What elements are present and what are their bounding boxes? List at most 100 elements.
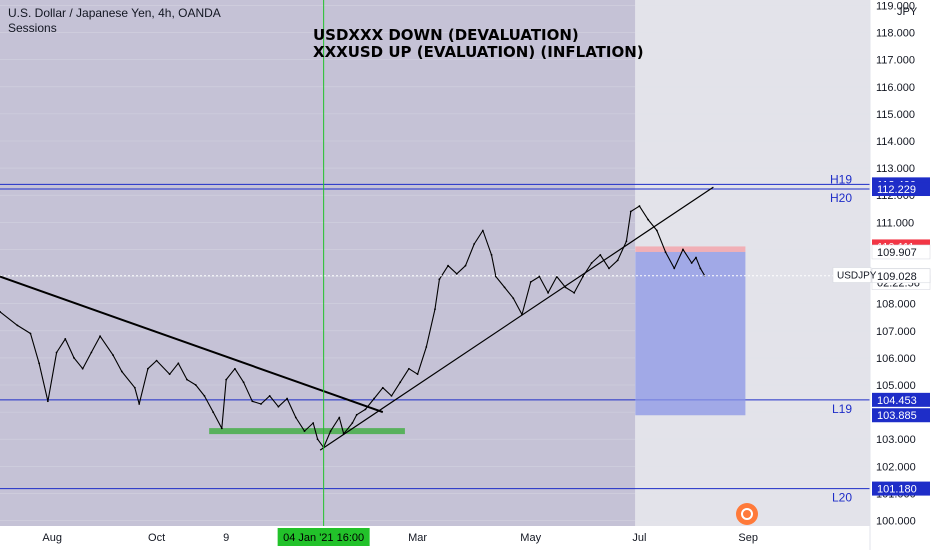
y-tick-label: 105.000	[876, 380, 916, 392]
price-point	[625, 240, 628, 243]
price-point	[220, 427, 223, 430]
time-axis-panel[interactable]	[0, 526, 870, 550]
trendline-2[interactable]	[319, 186, 714, 451]
annotation-line-2: XXXUSD UP (EVALUATION) (INFLATION)	[313, 43, 644, 61]
price-point	[655, 229, 658, 232]
symbol-tag: USDJPY	[837, 271, 877, 282]
price-point	[99, 335, 101, 338]
price-point	[547, 291, 549, 294]
price-point	[573, 291, 576, 294]
cursor-time-label: 04 Jan '21 16:00	[283, 532, 364, 544]
price-point	[133, 386, 136, 389]
y-tick-label: 103.000	[876, 434, 916, 446]
price-point	[616, 259, 619, 262]
x-tick-label: Aug	[42, 532, 62, 544]
price-point	[212, 411, 215, 414]
price-point	[381, 386, 384, 389]
trendline-1[interactable]	[0, 275, 384, 414]
price-point	[629, 210, 632, 213]
x-tick-label: 9	[223, 532, 229, 544]
price-point	[268, 394, 271, 397]
price-point	[455, 272, 458, 275]
take-profit-zone[interactable]	[635, 251, 746, 416]
price-point	[138, 403, 141, 405]
price-point	[0, 310, 1, 313]
x-tick-label: Mar	[408, 532, 427, 544]
price-label: 101.180	[877, 484, 917, 496]
price-point	[147, 367, 149, 370]
price-point	[155, 359, 158, 362]
price-point	[464, 264, 467, 267]
price-point	[647, 218, 650, 221]
price-point	[312, 422, 315, 424]
y-tick-label: 111.000	[876, 217, 914, 229]
y-tick-label: 117.000	[876, 55, 915, 67]
price-point	[64, 338, 67, 340]
price-label: 104.453	[877, 395, 917, 407]
price-point	[638, 205, 641, 207]
price-label-bg	[872, 182, 930, 197]
replay-logo-icon	[741, 508, 753, 520]
support-zone	[209, 428, 405, 435]
price-point	[538, 275, 541, 278]
price-point	[177, 362, 180, 365]
price-point	[73, 356, 75, 359]
stop-loss-zone[interactable]	[635, 246, 746, 252]
price-point	[194, 384, 197, 386]
indicator-label: Sessions	[8, 21, 57, 35]
price-point	[416, 373, 419, 376]
price-point	[529, 281, 532, 283]
price-point	[690, 262, 693, 264]
y-tick-label: 116.000	[876, 82, 915, 94]
price-point	[242, 381, 245, 384]
price-point	[286, 397, 288, 400]
price-point	[55, 351, 58, 354]
cursor-time-label-bg	[277, 528, 370, 546]
x-tick-label: May	[520, 532, 541, 544]
price-label-bg	[872, 481, 930, 496]
price-point	[90, 351, 93, 354]
price-point	[590, 262, 593, 264]
price-point	[512, 297, 515, 300]
price-point	[16, 324, 19, 327]
price-point	[329, 430, 332, 433]
price-point	[186, 378, 188, 381]
price-point	[438, 278, 441, 281]
price-point	[399, 381, 402, 384]
currency-label: JPY	[897, 6, 918, 18]
price-point	[582, 275, 584, 278]
price-point	[425, 346, 428, 348]
level-label-l20: L20	[832, 491, 852, 505]
y-tick-label: 106.000	[876, 353, 916, 365]
level-label-l19: L19	[832, 402, 852, 416]
replay-logo[interactable]	[736, 503, 758, 525]
price-point	[373, 397, 375, 400]
price-point	[490, 253, 493, 256]
price-point	[120, 370, 123, 373]
x-tick-label: Jul	[632, 532, 646, 544]
price-point	[355, 413, 358, 416]
price-label-bg	[872, 392, 930, 407]
x-tick-label: Oct	[148, 532, 165, 544]
y-tick-label: 108.000	[876, 299, 916, 311]
y-tick-label: 118.000	[876, 28, 915, 40]
price-point	[277, 405, 280, 408]
price-point	[81, 367, 84, 370]
price-point	[294, 416, 297, 419]
level-label-h19: H19	[830, 172, 852, 186]
y-tick-label: 107.000	[876, 326, 916, 338]
price-point	[234, 367, 236, 370]
price-point	[46, 400, 49, 403]
price-point	[408, 367, 410, 370]
price-point	[599, 253, 602, 256]
price-point	[351, 422, 354, 424]
price-point	[673, 267, 676, 270]
price-point	[695, 256, 697, 259]
price-point	[251, 400, 254, 403]
price-point	[473, 243, 476, 245]
y-tick-label: 102.000	[876, 461, 916, 473]
annotation-line-1: USDXXX DOWN (DEVALUATION)	[313, 26, 579, 44]
y-tick-label: 114.000	[876, 136, 915, 148]
price-label: 112.229	[877, 184, 916, 196]
